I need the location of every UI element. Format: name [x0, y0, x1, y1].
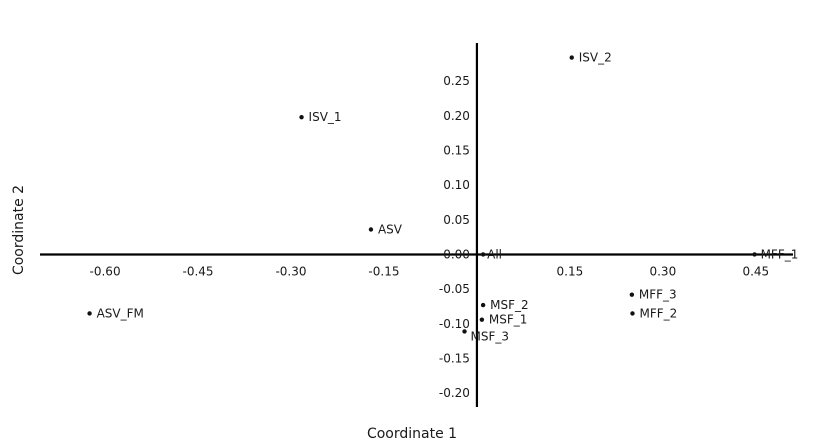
y-tick-label: 0.10 [443, 178, 470, 192]
x-tick-label: 0.45 [742, 264, 769, 278]
x-tick-label: 0.30 [649, 264, 676, 278]
tick-labels: -0.60 -0.45 -0.30 -0.15 0.15 0.30 0.45 0.25 0.20… [90, 74, 770, 400]
data-point-marker [480, 252, 486, 257]
y-axis-title: Coordinate 2 [11, 185, 27, 275]
x-axis-title: Coordinate 1 [367, 426, 457, 442]
data-point-marker [569, 55, 574, 60]
data-point-marker [87, 311, 92, 316]
y-tick-label: 0.20 [443, 109, 470, 123]
y-tick-label: 0.05 [443, 213, 470, 227]
x-tick-label: -0.60 [90, 264, 121, 278]
data-point-label: ASV_FM [97, 306, 144, 320]
data-point-marker [630, 311, 635, 316]
y-tick-label: 0.00 [443, 247, 470, 261]
data-point-label: MSF_3 [471, 329, 510, 343]
data-point-marker [299, 114, 304, 120]
data-point-label: MFF_3 [639, 288, 677, 302]
y-tick-label: -0.05 [439, 282, 470, 296]
data-point-marker [479, 317, 485, 322]
axes [40, 43, 793, 407]
data-point-label: ISV_2 [579, 51, 612, 65]
data-point-marker [752, 252, 757, 257]
data-point-label: ISV_1 [309, 110, 342, 124]
x-tick-label: 0.15 [557, 264, 584, 278]
data-point-marker [480, 302, 486, 308]
y-tick-label: 0.15 [443, 143, 470, 157]
data-point-label: All [487, 247, 502, 261]
data-point-label: MSF_2 [490, 298, 529, 312]
data-point-marker [629, 292, 635, 297]
y-tick-label: -0.20 [439, 386, 470, 400]
data-point-label: MSF_1 [489, 313, 528, 327]
data-point-label: MFF_1 [761, 247, 799, 261]
y-tick-label: 0.25 [443, 74, 470, 88]
data-point-marker [368, 227, 374, 232]
y-tick-label: -0.15 [439, 351, 470, 365]
x-tick-label: -0.15 [368, 264, 399, 278]
data-point-marker [462, 329, 467, 334]
x-tick-label: -0.30 [275, 264, 306, 278]
x-tick-label: -0.45 [183, 264, 214, 278]
data-point-label: MFF_2 [639, 306, 677, 320]
y-tick-label: -0.10 [439, 317, 470, 331]
data-point-label: ASV [378, 223, 403, 237]
